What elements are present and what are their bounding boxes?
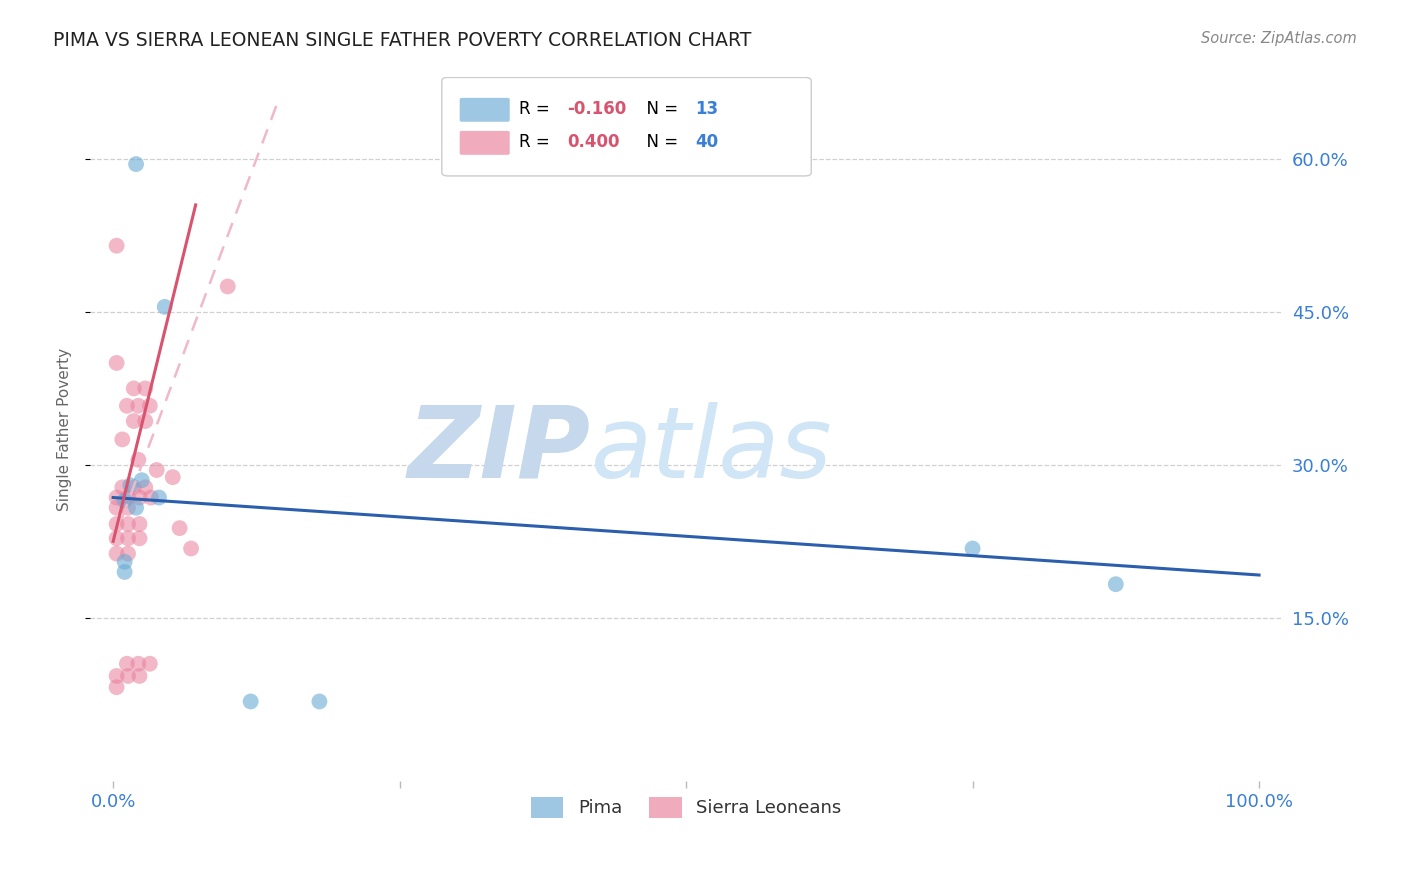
Point [117,531,139,545]
Text: atlas: atlas [591,401,832,499]
Text: 0.400: 0.400 [567,133,620,151]
Point [117,669,139,683]
Point [117,516,139,531]
Point [120,478,142,492]
Point [134,381,156,395]
Point [117,500,139,515]
Point [134,414,156,428]
Text: ZIP: ZIP [408,401,591,499]
Point [122,381,145,395]
Point [105,491,128,505]
Text: 40: 40 [696,133,718,151]
Point [115,657,138,671]
Point [105,516,128,531]
Point [128,491,150,505]
Point [105,547,128,561]
Point [139,657,162,671]
Point [105,238,128,252]
Point [180,541,202,556]
Point [128,516,150,531]
Text: N =: N = [636,133,683,151]
Text: R =: R = [519,133,555,151]
Point [128,669,150,683]
Point [111,480,134,494]
Point [962,541,984,556]
Point [117,547,139,561]
FancyBboxPatch shape [460,98,510,122]
Point [105,680,128,694]
Point [217,279,239,293]
Y-axis label: Single Father Poverty: Single Father Poverty [58,348,72,511]
Point [239,694,262,708]
Text: R =: R = [519,100,555,118]
Text: Source: ZipAtlas.com: Source: ZipAtlas.com [1201,31,1357,46]
Point [162,470,184,484]
Point [127,399,149,413]
Point [1105,577,1128,591]
Point [125,500,148,515]
Point [115,399,138,413]
Point [111,433,134,447]
Point [139,399,162,413]
Text: 13: 13 [696,100,718,118]
Point [105,531,128,545]
FancyBboxPatch shape [441,78,811,176]
Point [134,480,156,494]
Point [114,565,136,579]
Point [127,452,149,467]
Point [114,555,136,569]
Point [148,491,170,505]
Point [125,157,148,171]
Point [145,463,167,477]
Point [114,493,136,508]
Text: N =: N = [636,100,683,118]
Point [153,300,176,314]
Point [169,521,191,535]
Point [131,473,153,487]
Point [139,491,162,505]
FancyBboxPatch shape [460,131,510,155]
Point [128,531,150,545]
Point [105,669,128,683]
Point [308,694,330,708]
Legend: Pima, Sierra Leoneans: Pima, Sierra Leoneans [523,789,849,825]
Point [105,500,128,515]
Point [122,414,145,428]
Point [127,657,149,671]
Point [122,480,145,494]
Text: PIMA VS SIERRA LEONEAN SINGLE FATHER POVERTY CORRELATION CHART: PIMA VS SIERRA LEONEAN SINGLE FATHER POV… [53,31,752,50]
Text: -0.160: -0.160 [567,100,626,118]
Point [117,491,139,505]
Point [105,356,128,370]
